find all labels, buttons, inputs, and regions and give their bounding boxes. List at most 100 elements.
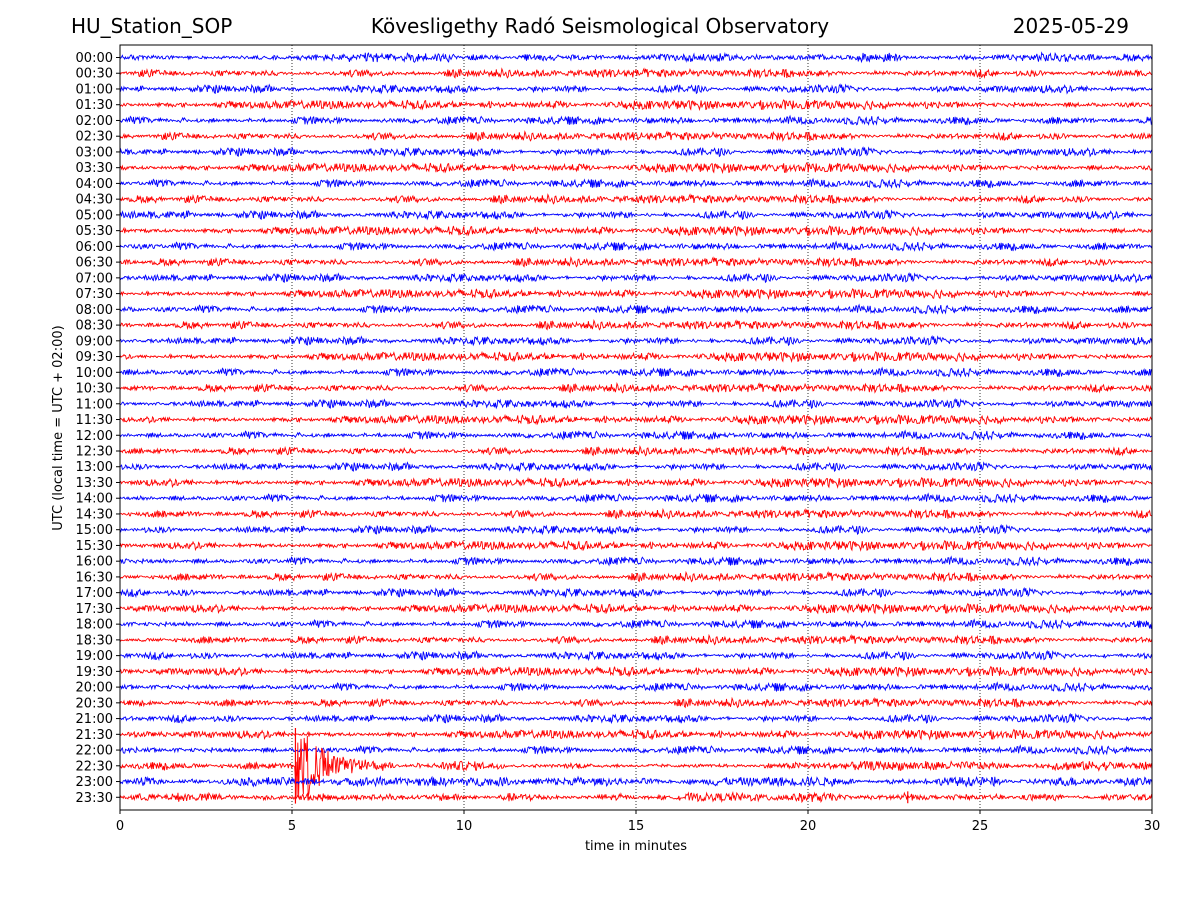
trace-2230 (119, 735, 1153, 798)
trace-0330 (119, 161, 1153, 175)
y-tick-label: 16:00 (76, 555, 113, 570)
trace-1600 (119, 555, 1153, 567)
y-tick-label: 17:00 (76, 586, 113, 601)
trace-1130 (119, 413, 1153, 426)
y-tick-label: 10:00 (76, 366, 113, 381)
trace-2330 (119, 790, 1153, 804)
y-tick-label: 15:30 (76, 539, 113, 554)
y-tick-label: 23:00 (76, 775, 113, 790)
y-tick-label: 02:00 (76, 114, 113, 129)
y-tick-label: 04:00 (76, 177, 113, 192)
y-ticks: 00:0000:3001:0001:3002:0002:3003:0003:30… (76, 51, 120, 806)
trace-2000 (119, 681, 1153, 693)
seismic-events (294, 728, 909, 804)
trace-2030 (119, 696, 1153, 709)
y-tick-label: 06:00 (76, 240, 113, 255)
trace-1000 (119, 366, 1153, 378)
trace-1300 (119, 461, 1153, 473)
y-tick-label: 14:00 (76, 492, 113, 507)
y-tick-label: 21:30 (76, 728, 113, 743)
trace-0030 (119, 67, 1153, 80)
trace-1330 (119, 476, 1153, 489)
x-tick-label: 30 (1144, 819, 1161, 834)
y-tick-label: 03:30 (76, 161, 113, 176)
trace-1730 (119, 602, 1153, 615)
y-tick-label: 01:30 (76, 98, 113, 113)
trace-0930 (119, 350, 1153, 363)
trace-2130 (119, 728, 1153, 741)
trace-0800 (119, 303, 1153, 315)
x-ticks: 0 5 10 15 20 25 30 (116, 810, 1160, 834)
y-tick-label: 22:30 (76, 759, 113, 774)
x-tick-label: 10 (456, 819, 473, 834)
trace-0200 (119, 114, 1153, 126)
trace-0000 (119, 51, 1153, 64)
x-tick-label: 20 (800, 819, 817, 834)
y-tick-label: 12:00 (76, 429, 113, 444)
x-tick-label: 0 (116, 819, 124, 834)
trace-2200 (119, 744, 1153, 756)
trace-2300 (119, 775, 1153, 788)
y-tick-label: 11:30 (76, 413, 113, 428)
y-axis-label: UTC (local time = UTC + 02:00) (51, 325, 66, 530)
trace-0730 (119, 287, 1153, 301)
trace-1200 (119, 429, 1153, 441)
x-tick-label: 25 (972, 819, 989, 834)
y-tick-label: 23:30 (76, 791, 113, 806)
y-tick-label: 14:30 (76, 507, 113, 522)
trace-0500 (119, 209, 1153, 221)
y-tick-label: 13:00 (76, 460, 113, 475)
trace-0600 (119, 240, 1153, 252)
trace-1630 (119, 570, 1153, 583)
trace-0400 (119, 177, 1153, 189)
y-tick-label: 08:00 (76, 303, 113, 318)
trace-1430 (119, 507, 1153, 520)
trace-0830 (119, 319, 1153, 331)
y-tick-label: 13:30 (76, 476, 113, 491)
y-tick-label: 05:00 (76, 208, 113, 223)
y-tick-label: 09:00 (76, 334, 113, 349)
trace-1930 (119, 665, 1153, 678)
y-tick-label: 05:30 (76, 224, 113, 239)
chart-title: Kövesligethy Radó Seismological Observat… (370, 14, 830, 38)
trace-0300 (119, 146, 1153, 158)
y-tick-label: 07:00 (76, 271, 113, 286)
y-tick-label: 12:30 (76, 445, 113, 460)
trace-0230 (119, 130, 1153, 142)
trace-1530 (119, 539, 1153, 552)
x-tick-label: 5 (288, 819, 296, 834)
y-tick-label: 09:30 (76, 350, 113, 365)
y-tick-label: 00:00 (76, 51, 113, 66)
y-tick-label: 22:00 (76, 744, 113, 759)
y-tick-label: 19:00 (76, 649, 113, 664)
trace-0130 (119, 99, 1153, 112)
y-tick-label: 21:00 (76, 712, 113, 727)
chart-date: 2025-05-29 (1012, 14, 1129, 38)
y-tick-label: 02:30 (76, 130, 113, 145)
trace-0100 (119, 83, 1153, 95)
trace-1230 (119, 444, 1153, 457)
y-tick-label: 07:30 (76, 287, 113, 302)
y-tick-label: 06:30 (76, 256, 113, 271)
trace-0900 (119, 335, 1153, 347)
y-tick-label: 03:00 (76, 145, 113, 160)
grid-lines (291, 45, 981, 810)
trace-1030 (119, 382, 1153, 394)
station-name: HU_Station_SOP (71, 14, 233, 38)
trace-1400 (119, 492, 1153, 504)
y-tick-label: 19:30 (76, 665, 113, 680)
trace-1500 (119, 524, 1153, 536)
y-tick-label: 18:30 (76, 633, 113, 648)
y-tick-label: 10:30 (76, 382, 113, 397)
y-tick-label: 08:30 (76, 319, 113, 334)
trace-0700 (119, 272, 1153, 284)
seismic-traces (119, 51, 1153, 804)
trace-1100 (119, 398, 1153, 410)
y-tick-label: 17:30 (76, 602, 113, 617)
y-tick-label: 00:30 (76, 67, 113, 82)
y-tick-label: 16:30 (76, 570, 113, 585)
trace-1700 (119, 586, 1153, 599)
y-tick-label: 01:00 (76, 82, 113, 97)
y-tick-label: 20:30 (76, 696, 113, 711)
